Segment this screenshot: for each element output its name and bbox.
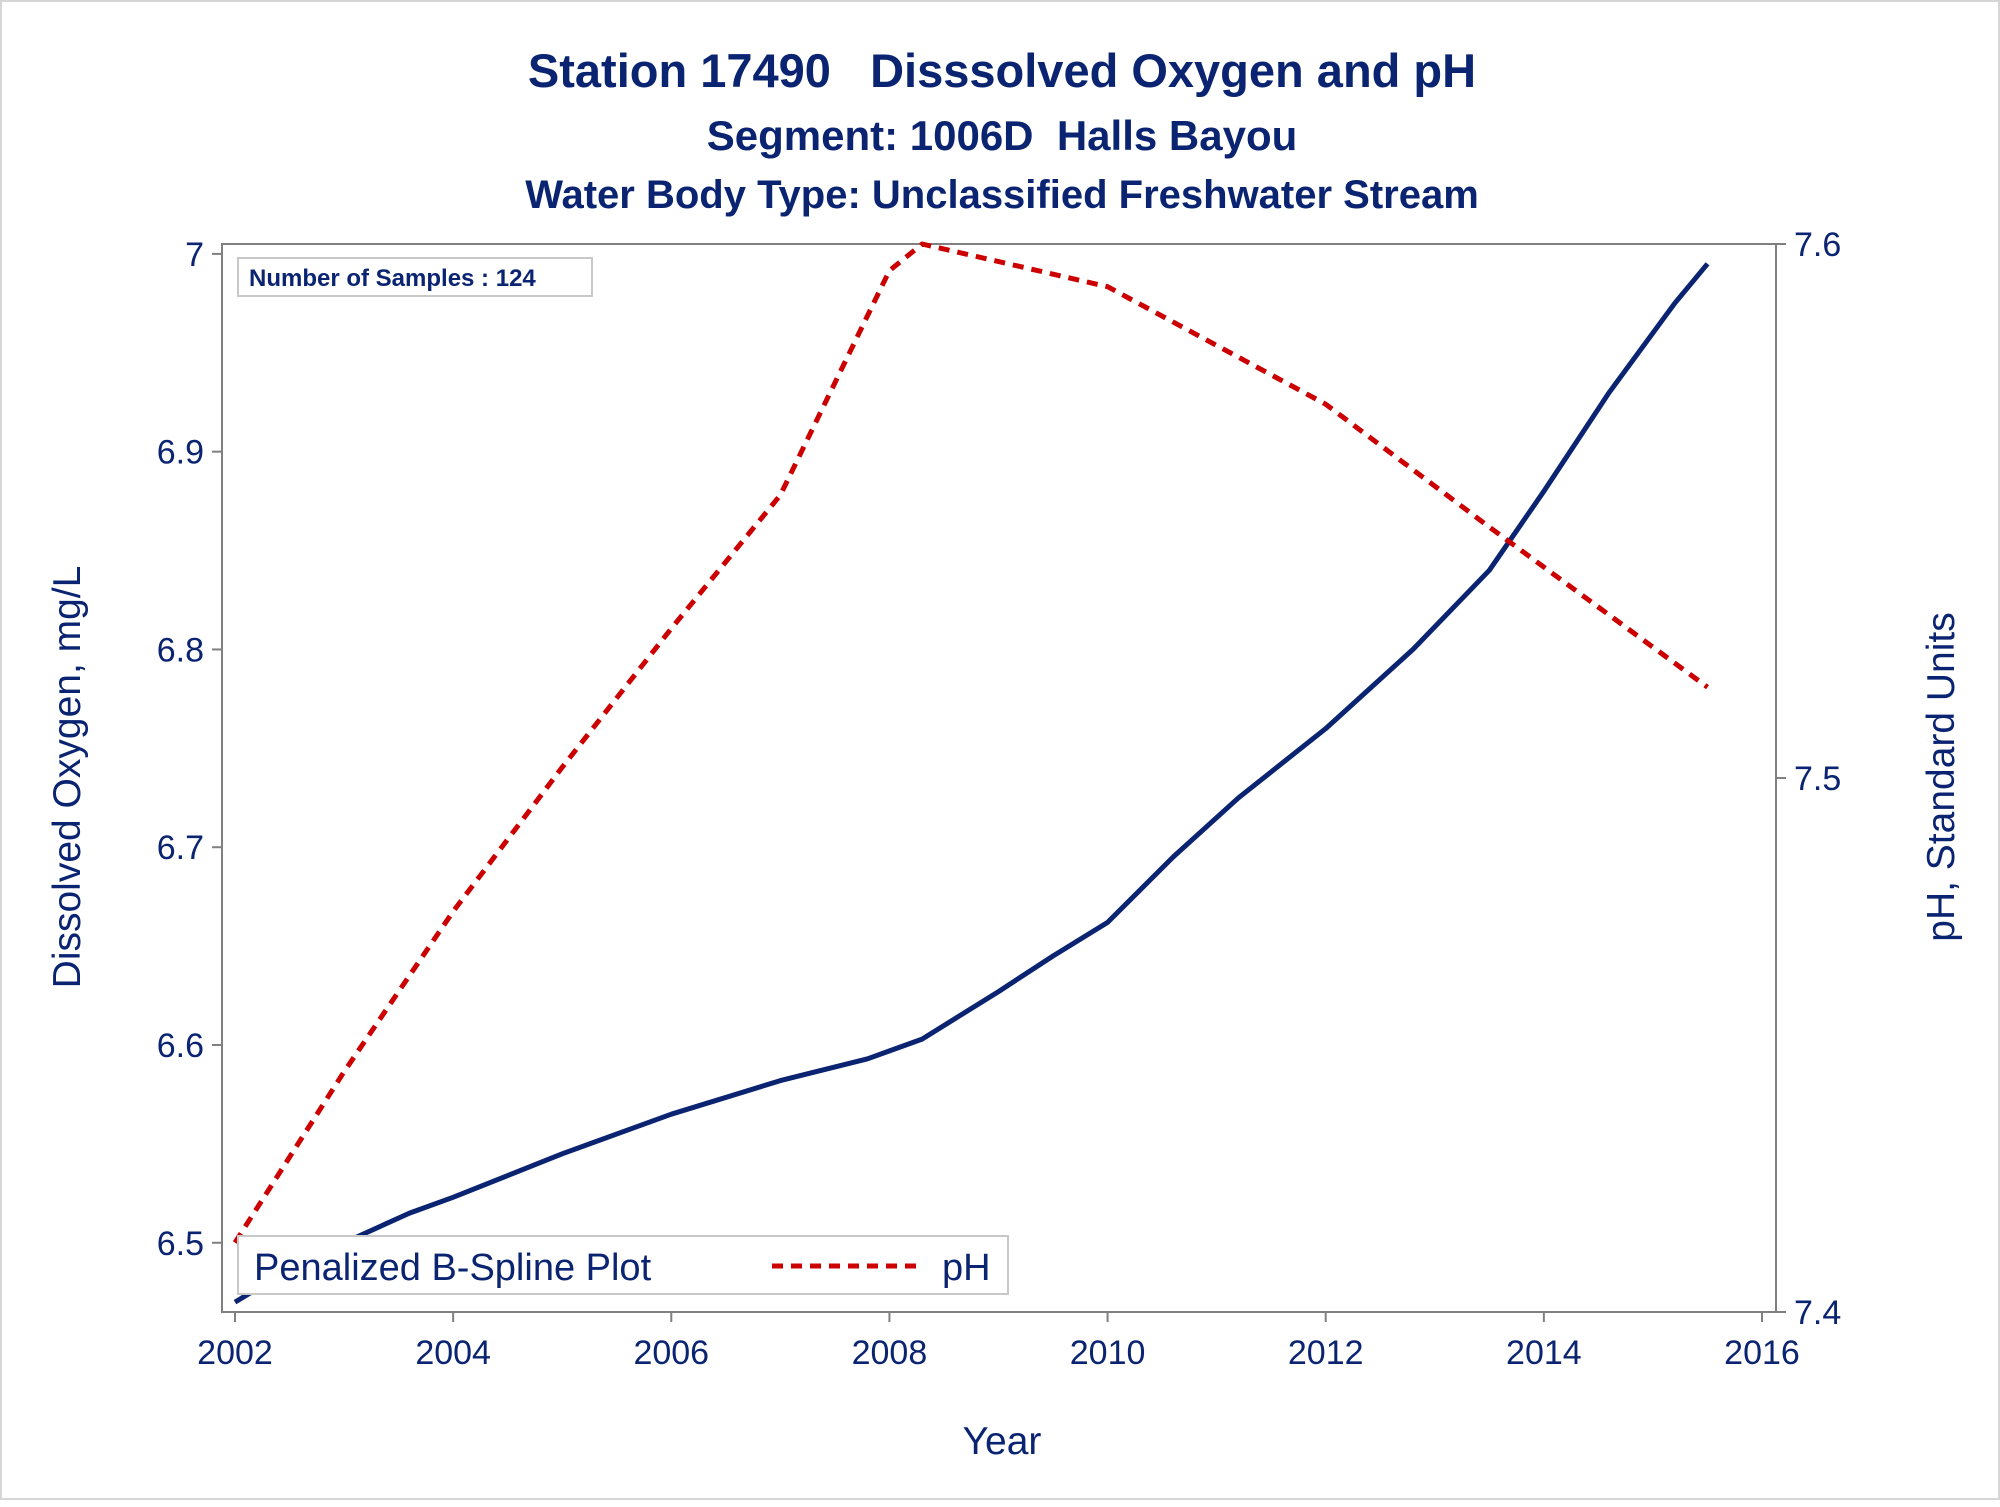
y-axis-label-right: pH, Standard Units [1920, 612, 1963, 942]
series-line-ph [232, 241, 1709, 1244]
x-tick-label: 2010 [1070, 1334, 1146, 1372]
series-line-dissolved-oxygen [233, 262, 1710, 1305]
y-right-tick-label: 7.5 [1794, 760, 1841, 798]
sample-count-label: Number of Samples : 124 [249, 265, 536, 292]
chart-subtitle: Segment: 1006D Halls Bayou [707, 112, 1298, 159]
y-right-tick-label: 7.6 [1794, 226, 1841, 264]
x-tick-label: 2002 [197, 1334, 273, 1372]
y-left-tick-label: 6.5 [157, 1225, 204, 1263]
y-left-tick-label: 6.7 [157, 829, 204, 867]
y-left-tick-label: 7 [185, 236, 204, 274]
y-right-tick-label: 7.4 [1794, 1294, 1841, 1332]
inset-box [237, 257, 593, 297]
x-tick-label: 2014 [1506, 1334, 1582, 1372]
chart-subtitle-2: Water Body Type: Unclassified Freshwater… [525, 173, 1479, 217]
y-axis-label-left: Dissolved Oxygen, mg/L [46, 566, 89, 989]
plot-area [221, 243, 1777, 1313]
y-left-tick-label: 6.6 [157, 1027, 204, 1065]
x-tick-label: 2004 [415, 1334, 491, 1372]
x-tick-label: 2008 [852, 1334, 928, 1372]
x-tick-label: 2006 [633, 1334, 709, 1372]
legend-box [237, 1235, 1009, 1295]
legend-entry-ph: pH [942, 1247, 991, 1289]
legend-title: Penalized B-Spline Plot [254, 1247, 652, 1289]
x-axis-label: Year [963, 1420, 1042, 1463]
y-left-tick-label: 6.9 [157, 434, 204, 472]
y-left-tick-label: 6.8 [157, 631, 204, 669]
x-tick-label: 2012 [1288, 1334, 1364, 1372]
axes-layer: 2002 2004 2006 2008 2010 2012 2014 2016 6.5 6.6 6.… [157, 226, 1842, 1372]
x-tick-label: 2016 [1724, 1334, 1800, 1372]
series-layer [232, 241, 1710, 1305]
chart-title: Station 17490 Disssolved Oxygen and pH [528, 44, 1476, 97]
